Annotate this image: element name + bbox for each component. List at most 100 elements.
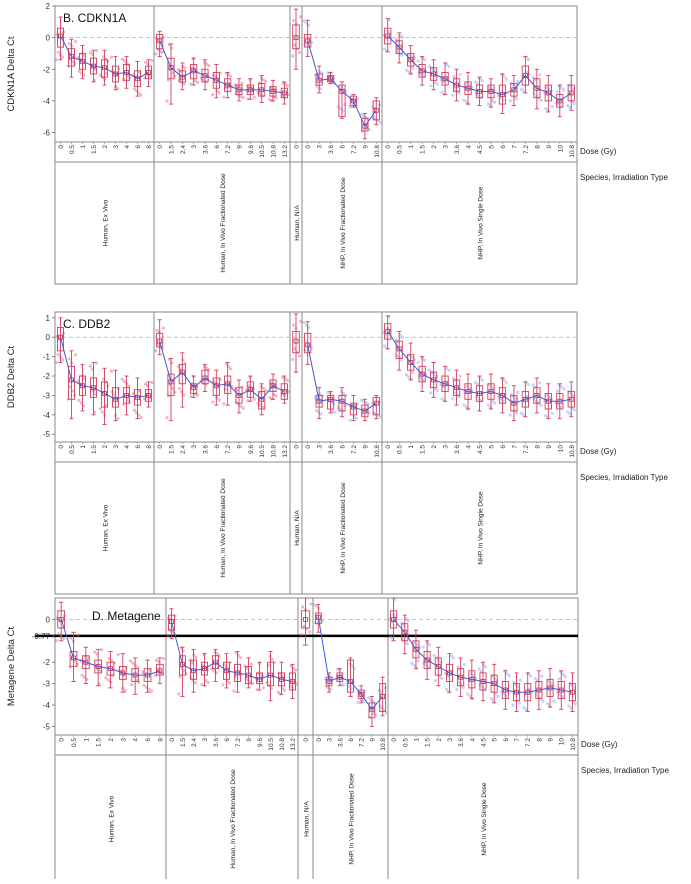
data-point xyxy=(143,60,148,64)
data-point xyxy=(122,59,127,63)
dose-tick-label: 4.5 xyxy=(481,738,488,747)
y-tick-label: 0 xyxy=(46,34,51,43)
panel-3: 0 -0.77 -2 -3 -4 -5 Metagene Delta Ct D. Metage… xyxy=(6,597,669,884)
data-point xyxy=(563,674,567,679)
data-point xyxy=(406,619,410,623)
data-point xyxy=(474,80,478,84)
box xyxy=(201,68,209,83)
data-point xyxy=(106,678,110,682)
mean-marker xyxy=(522,73,528,78)
data-point xyxy=(54,58,58,62)
data-point xyxy=(128,659,133,663)
dose-tick-label: 1.5 xyxy=(91,445,98,454)
data-point xyxy=(464,100,468,104)
dose-tick-label: 0.5 xyxy=(397,445,404,454)
data-point xyxy=(120,57,124,61)
data-point xyxy=(415,643,419,647)
data-point xyxy=(182,82,186,86)
data-point xyxy=(303,348,307,352)
dose-tick-label: 0 xyxy=(303,738,310,742)
data-point xyxy=(562,387,566,391)
mean-marker xyxy=(511,87,517,93)
y-tick-label: -4 xyxy=(43,701,51,710)
box xyxy=(57,27,64,48)
data-point xyxy=(139,415,143,420)
mean-marker xyxy=(191,68,197,74)
dose-tick-label: 9.6 xyxy=(248,445,255,454)
data-point xyxy=(77,398,81,402)
data-point xyxy=(451,656,455,660)
data-point xyxy=(258,92,262,96)
data-point xyxy=(566,410,570,414)
data-point xyxy=(493,401,497,405)
y-axis-label: Metagene Delta Ct xyxy=(6,627,17,707)
box xyxy=(178,363,186,385)
data-point xyxy=(518,678,522,682)
dose-tick-label: 0 xyxy=(157,445,164,449)
data-point xyxy=(131,661,135,665)
data-point xyxy=(378,704,382,708)
mean-line xyxy=(171,621,293,682)
data-point xyxy=(511,703,515,707)
box xyxy=(464,81,472,96)
dose-tick-label: 1.5 xyxy=(96,738,103,747)
dose-tick-label: 9 xyxy=(548,738,555,742)
data-point xyxy=(416,59,420,63)
data-point xyxy=(555,90,560,94)
dose-tick-label: 0 xyxy=(169,738,176,742)
data-point xyxy=(447,64,451,69)
dose-tick-label: 4 xyxy=(469,738,476,742)
data-point xyxy=(224,362,228,366)
data-point xyxy=(404,373,409,377)
box xyxy=(423,651,431,670)
box xyxy=(510,394,518,412)
box xyxy=(521,391,529,408)
group-label: Human, In Vivo Fractionated Dose xyxy=(220,173,227,273)
dose-tick-label: 5 xyxy=(488,445,495,449)
data-point xyxy=(298,319,303,324)
data-point xyxy=(557,677,561,681)
mean-marker xyxy=(380,694,386,699)
data-point xyxy=(166,633,170,637)
data-point xyxy=(249,662,253,666)
dose-tick-label: 0 xyxy=(294,445,301,449)
box xyxy=(79,52,86,70)
dose-tick-label: 3 xyxy=(317,145,324,149)
dose-tick-label: 3.6 xyxy=(454,445,461,454)
group-label: Human, N/A xyxy=(304,801,311,837)
dose-tick-label: 2.4 xyxy=(180,445,187,454)
data-point xyxy=(116,417,120,421)
group-axis-frame xyxy=(54,754,579,884)
box xyxy=(201,661,208,676)
data-point xyxy=(356,700,360,705)
box xyxy=(544,84,552,102)
box xyxy=(457,668,465,687)
dose-tick-label: 8 xyxy=(146,445,153,449)
data-point xyxy=(227,681,231,685)
mean-marker xyxy=(270,383,276,389)
mean-marker xyxy=(500,92,505,97)
dose-tick-label: 8 xyxy=(534,145,541,149)
mean-marker xyxy=(358,691,364,697)
box xyxy=(167,57,175,80)
dose-tick-label: 9 xyxy=(362,145,369,149)
data-point xyxy=(366,696,371,700)
group-label: NHP, In Vivo Single Dose xyxy=(478,186,485,259)
data-point xyxy=(515,411,519,415)
data-point xyxy=(302,624,306,628)
dose-tick-label: 0.5 xyxy=(69,445,76,454)
mean-marker xyxy=(447,670,452,676)
data-point xyxy=(401,335,405,339)
mean-marker xyxy=(385,33,391,39)
data-point xyxy=(239,94,243,99)
data-point xyxy=(427,643,432,647)
data-point xyxy=(205,366,209,370)
data-point xyxy=(372,411,376,415)
data-point xyxy=(538,73,542,77)
data-point xyxy=(539,403,543,408)
data-point xyxy=(471,674,475,678)
data-point xyxy=(440,676,444,681)
mean-line xyxy=(60,337,149,400)
group-label: Human, In Vivo Fractionated Dose xyxy=(220,478,227,578)
data-point xyxy=(222,402,226,406)
